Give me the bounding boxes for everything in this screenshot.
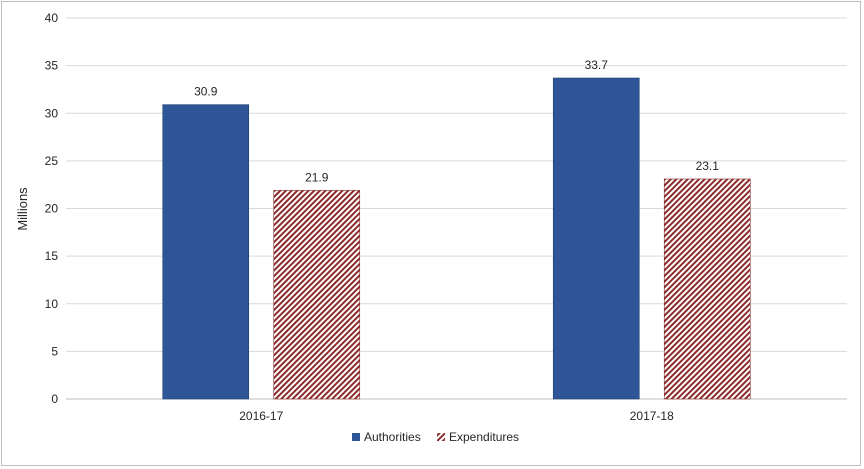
- x-tick-label: 2017-18: [630, 409, 674, 423]
- data-label: 23.1: [696, 159, 720, 173]
- bar-authorities-2016-17: [162, 104, 250, 400]
- y-axis-ticks: 0 5 10 15 20 25 30 35 40: [45, 11, 59, 406]
- data-label: 30.9: [194, 85, 218, 99]
- y-tick-label: 25: [45, 154, 59, 168]
- x-axis-ticks: 2016-17 2017-18: [239, 409, 674, 423]
- legend: Authorities Expenditures: [352, 430, 519, 444]
- legend-swatch-authorities: [352, 433, 360, 441]
- y-axis-label: Millions: [15, 187, 30, 231]
- y-tick-label: 20: [45, 202, 59, 216]
- legend-label: Expenditures: [449, 430, 519, 444]
- data-label: 33.7: [585, 58, 609, 72]
- y-tick-label: 10: [45, 297, 59, 311]
- data-label: 21.9: [305, 170, 329, 184]
- y-tick-label: 5: [51, 344, 58, 358]
- y-tick-label: 30: [45, 106, 59, 120]
- bar-expenditures-2016-17: [273, 190, 361, 400]
- bar-expenditures-2017-18: [663, 178, 751, 400]
- y-tick-label: 35: [45, 59, 59, 73]
- legend-swatch-expenditures: [437, 433, 445, 441]
- bar-authorities-2017-18: [552, 77, 640, 400]
- bars: 30.9 21.9 33.7 23.1: [162, 58, 751, 400]
- legend-label: Authorities: [364, 430, 421, 444]
- x-tick-label: 2016-17: [239, 409, 283, 423]
- y-tick-label: 40: [45, 11, 59, 25]
- y-tick-label: 0: [51, 392, 58, 406]
- y-tick-label: 15: [45, 249, 59, 263]
